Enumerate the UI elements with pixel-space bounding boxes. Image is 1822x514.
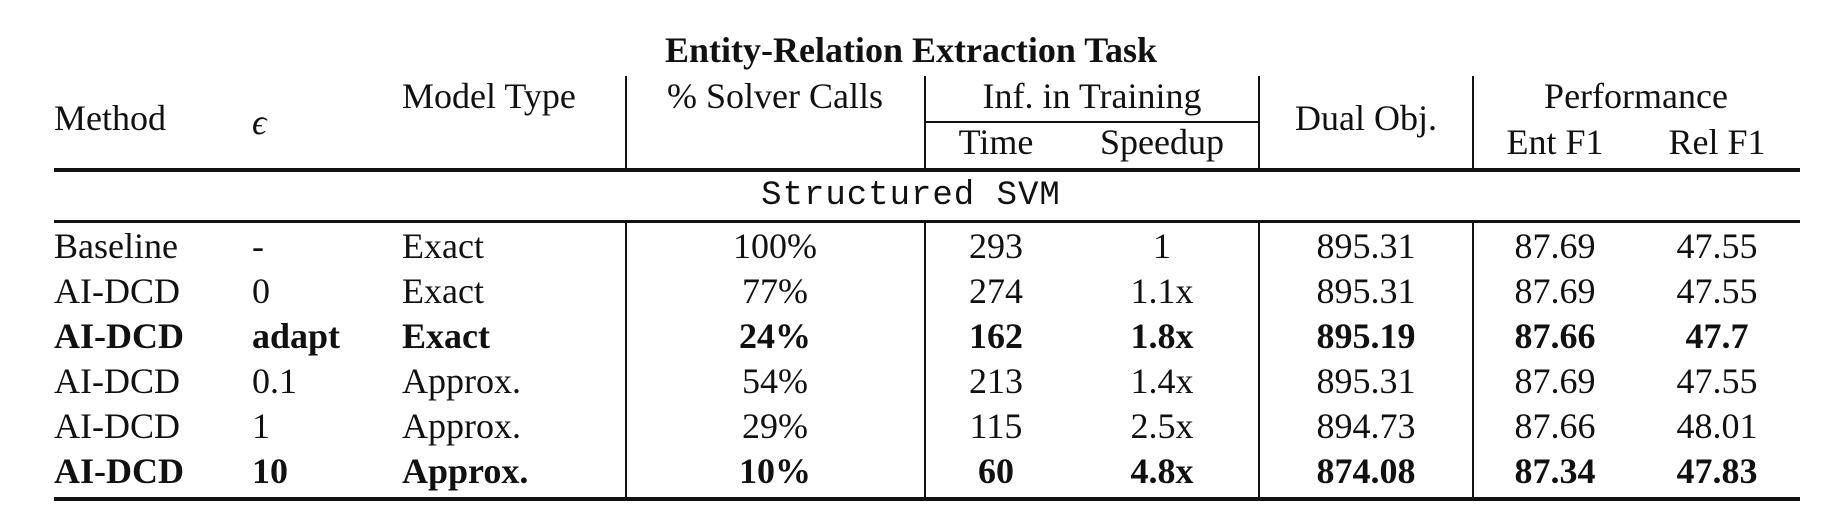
table-caption: Entity-Relation Extraction Task [664, 30, 1158, 70]
cell-speedup: 2.5x [1130, 406, 1194, 446]
cell-speedup: 1 [1153, 226, 1171, 266]
cell-epsilon: 0 [252, 271, 270, 311]
cell-model-type: Approx. [402, 361, 521, 401]
header-time: Time [958, 122, 1034, 162]
vrule [924, 223, 926, 497]
vrule [1258, 76, 1260, 168]
header-performance: Performance [1544, 76, 1728, 116]
cell-solver-calls: 54% [742, 361, 808, 401]
vrule [1258, 223, 1260, 497]
cell-method: AI-DCD [54, 316, 184, 356]
cell-epsilon: 10 [252, 451, 288, 491]
cell-ent-f1: 87.69 [1514, 361, 1596, 401]
cell-time: 115 [969, 406, 1023, 446]
cell-time: 162 [969, 316, 1023, 356]
vrule [1472, 76, 1474, 168]
cell-model-type: Exact [402, 226, 484, 266]
cell-rel-f1: 47.83 [1676, 451, 1758, 491]
cell-speedup: 4.8x [1130, 451, 1194, 491]
cell-epsilon: - [252, 226, 264, 266]
vrule [1472, 223, 1474, 497]
header-rel-f1: Rel F1 [1668, 122, 1766, 162]
cell-epsilon: 1 [252, 406, 270, 446]
cell-solver-calls: 100% [733, 226, 817, 266]
cell-model-type: Exact [402, 271, 484, 311]
cell-ent-f1: 87.66 [1514, 316, 1596, 356]
cell-method: AI-DCD [54, 361, 180, 401]
cell-method: AI-DCD [54, 271, 180, 311]
cell-method: AI-DCD [54, 451, 184, 491]
vrule [625, 76, 627, 168]
cell-method: Baseline [54, 226, 178, 266]
cell-model-type: Approx. [402, 451, 529, 491]
cell-solver-calls: 77% [742, 271, 808, 311]
cell-ent-f1: 87.69 [1514, 226, 1596, 266]
cell-solver-calls: 29% [742, 406, 808, 446]
inf-training-rule [926, 121, 1258, 123]
vrule [625, 223, 627, 497]
cell-dual-obj: 895.31 [1316, 271, 1416, 311]
header-model-type: Model Type [402, 76, 576, 116]
cell-dual-obj: 874.08 [1316, 451, 1416, 491]
cell-method: AI-DCD [54, 406, 180, 446]
header-dual-obj: Dual Obj. [1295, 98, 1437, 138]
bottom-rule [54, 497, 1800, 501]
header-method: Method [54, 98, 166, 138]
cell-rel-f1: 48.01 [1676, 406, 1758, 446]
section-label: Structured SVM [761, 177, 1061, 215]
cell-dual-obj: 895.19 [1316, 316, 1416, 356]
cell-solver-calls: 24% [739, 316, 811, 356]
header-inf-in-training: Inf. in Training [982, 76, 1202, 116]
vrule [924, 76, 926, 168]
cell-time: 293 [969, 226, 1023, 266]
header-solver-calls: % Solver Calls [667, 76, 883, 116]
cell-time: 274 [969, 271, 1023, 311]
cell-time: 213 [969, 361, 1023, 401]
cell-model-type: Approx. [402, 406, 521, 446]
section-rule [54, 220, 1800, 223]
cell-rel-f1: 47.55 [1676, 361, 1758, 401]
cell-ent-f1: 87.34 [1514, 451, 1596, 491]
cell-solver-calls: 10% [739, 451, 811, 491]
cell-model-type: Exact [402, 316, 490, 356]
cell-epsilon: 0.1 [252, 361, 297, 401]
header-rule [54, 168, 1800, 172]
cell-epsilon: adapt [252, 316, 341, 356]
cell-rel-f1: 47.7 [1685, 316, 1749, 356]
cell-rel-f1: 47.55 [1676, 271, 1758, 311]
cell-ent-f1: 87.66 [1514, 406, 1596, 446]
header-ent-f1: Ent F1 [1506, 122, 1604, 162]
cell-dual-obj: 895.31 [1316, 361, 1416, 401]
cell-ent-f1: 87.69 [1514, 271, 1596, 311]
cell-speedup: 1.4x [1130, 361, 1194, 401]
header-speedup: Speedup [1100, 122, 1224, 162]
cell-time: 60 [978, 451, 1014, 491]
cell-speedup: 1.8x [1130, 316, 1194, 356]
cell-dual-obj: 894.73 [1316, 406, 1416, 446]
cell-rel-f1: 47.55 [1676, 226, 1758, 266]
cell-dual-obj: 895.31 [1316, 226, 1416, 266]
header-epsilon: ϵ [252, 102, 267, 142]
cell-speedup: 1.1x [1130, 271, 1194, 311]
